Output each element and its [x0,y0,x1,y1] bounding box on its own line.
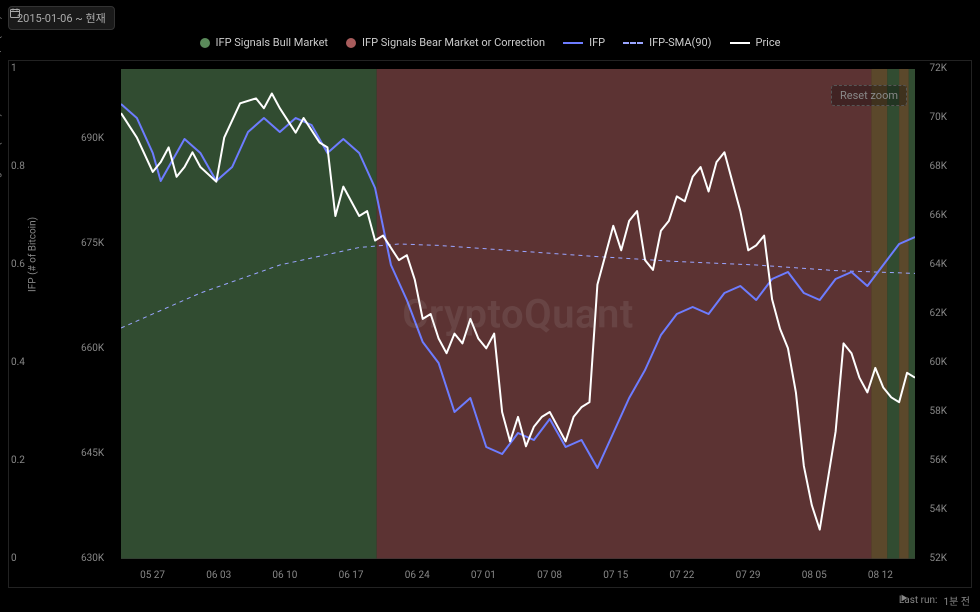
legend-swatch [563,42,583,44]
legend-label: IFP [589,36,605,49]
legend-item[interactable]: Price [730,36,781,49]
y-tick-signal: 0.8 [11,161,25,172]
chart-svg [121,69,915,559]
legend-item[interactable]: IFP-SMA(90) [623,36,711,49]
legend-label: Price [756,36,781,49]
y-tick-signal: 0.6 [11,259,25,270]
x-tick: 08 12 [868,570,893,581]
x-tick: 05 27 [140,570,165,581]
y-tick-price: 68K [929,161,947,172]
y-axis-left-signal-title: IFP Signal: 1 (Green) = Bull Market, 0 (… [0,0,3,203]
calendar-icon [9,7,21,19]
chart-legend: IFP Signals Bull Market IFP Signals Bear … [0,36,980,49]
x-tick: 06 10 [272,570,297,581]
y-tick-price: 56K [929,455,947,466]
x-tick: 07 01 [471,570,496,581]
play-icon[interactable] [899,593,909,603]
y-tick-signal: 0 [11,553,17,564]
y-tick-signal: 0.2 [11,455,25,466]
x-tick: 06 03 [206,570,231,581]
y-tick-ifp: 660K [81,343,104,354]
y-tick-price: 62K [929,308,947,319]
plot-area: CryptoQuant Reset zoom [121,69,915,559]
legend-item[interactable]: IFP Signals Bear Market or Correction [346,36,545,49]
reset-zoom-button[interactable]: Reset zoom [831,85,907,106]
legend-swatch [346,38,356,48]
y-tick-price: 64K [929,259,947,270]
y-tick-price: 58K [929,406,947,417]
y-tick-ifp: 675K [81,238,104,249]
x-tick: 06 24 [405,570,430,581]
y-tick-price: 66K [929,210,947,221]
date-range-text: 2015-01-06 ~ 현재 [17,10,106,26]
x-tick: 07 22 [669,570,694,581]
y-tick-ifp: 630K [81,553,104,564]
y-tick-price: 52K [929,553,947,564]
y-tick-price: 60K [929,357,947,368]
legend-label: IFP Signals Bull Market [216,36,328,49]
y-tick-signal: 1 [11,63,17,74]
footer-last-run: Last run: 1분 전 [899,593,970,608]
y-tick-signal: 0.4 [11,357,25,368]
last-run-value: 1분 전 [943,593,970,608]
x-tick: 07 15 [603,570,628,581]
chart-container: CryptoQuant Reset zoom IFP Signal: 1 (Gr… [8,60,972,588]
y-tick-ifp: 645K [81,448,104,459]
legend-item[interactable]: IFP Signals Bull Market [200,36,328,49]
x-tick: 07 08 [537,570,562,581]
x-tick: 07 29 [736,570,761,581]
date-range-picker[interactable]: 2015-01-06 ~ 현재 [8,6,115,30]
legend-swatch [200,38,210,48]
legend-swatch [623,42,643,44]
y-tick-price: 54K [929,504,947,515]
legend-swatch [730,42,750,44]
legend-item[interactable]: IFP [563,36,605,49]
y-tick-price: 72K [929,63,947,74]
legend-label: IFP-SMA(90) [649,36,711,49]
y-tick-ifp: 690K [81,133,104,144]
legend-label: IFP Signals Bear Market or Correction [362,36,545,49]
x-tick: 06 17 [339,570,364,581]
y-axis-left-ifp-title: IFP (# of Bitcoin) [28,217,39,292]
y-tick-price: 70K [929,112,947,123]
x-tick: 08 05 [802,570,827,581]
